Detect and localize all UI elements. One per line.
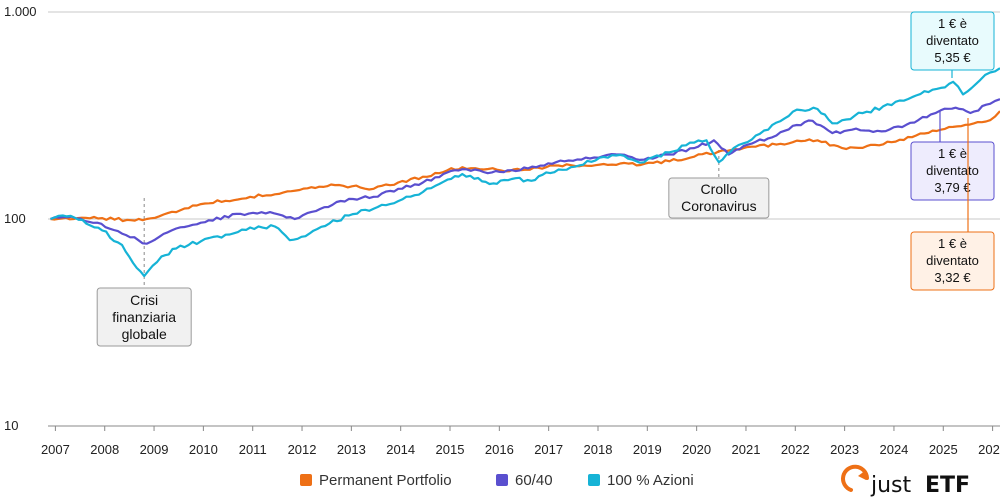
x-tick-label: 2026 xyxy=(978,442,1000,457)
end-value-text: 3,79 € xyxy=(934,180,971,195)
legend-label: 100 % Azioni xyxy=(607,472,694,489)
series-line-permanent-portfolio xyxy=(50,110,1000,223)
x-tick-label: 2019 xyxy=(633,442,662,457)
annotation-text: finanziaria xyxy=(112,309,176,325)
logo-text-just: just xyxy=(870,473,912,498)
end-value-text: 1 € è xyxy=(938,146,967,161)
series-line-60-40 xyxy=(50,98,1000,245)
legend-swatch xyxy=(496,474,508,486)
end-value-callout xyxy=(910,11,995,71)
y-tick-label: 10 xyxy=(4,418,18,433)
x-tick-label: 2009 xyxy=(140,442,169,457)
end-value-text: diventato xyxy=(926,33,979,48)
x-tick-label: 2024 xyxy=(879,442,908,457)
x-tick-label: 2020 xyxy=(682,442,711,457)
logo-arrow-icon xyxy=(858,470,866,480)
annotation-box xyxy=(96,287,192,347)
x-tick-label: 2013 xyxy=(337,442,366,457)
justetf-logo: just ETF xyxy=(841,464,970,498)
x-tick-label: 2008 xyxy=(90,442,119,457)
annotation-text: globale xyxy=(122,326,167,342)
x-tick-label: 2021 xyxy=(732,442,761,457)
x-tick-label: 2023 xyxy=(830,442,859,457)
x-tick-label: 2017 xyxy=(534,442,563,457)
x-tick-label: 2011 xyxy=(239,442,267,457)
series-line-100-azioni xyxy=(50,67,1000,278)
x-tick-label: 2016 xyxy=(485,442,514,457)
end-value-text: 1 € è xyxy=(938,236,967,251)
end-value-text: 3,32 € xyxy=(934,270,971,285)
end-value-text: 1 € è xyxy=(938,16,967,31)
end-value-text: diventato xyxy=(926,253,979,268)
end-value-text: 5,35 € xyxy=(934,50,971,65)
annotation-text: Crollo xyxy=(701,181,738,197)
legend-label: Permanent Portfolio xyxy=(319,472,452,489)
legend-label: 60/40 xyxy=(515,472,553,489)
x-tick-label: 2025 xyxy=(929,442,958,457)
annotation-box xyxy=(668,177,770,219)
x-tick-label: 2012 xyxy=(288,442,317,457)
x-tick-label: 2022 xyxy=(781,442,810,457)
end-value-callout xyxy=(910,141,995,201)
x-tick-label: 2015 xyxy=(436,442,465,457)
x-tick-label: 2010 xyxy=(189,442,218,457)
end-value-callout xyxy=(910,231,995,291)
logo-text-etf: ETF xyxy=(925,473,970,498)
annotation-text: Crisi xyxy=(130,292,158,308)
y-tick-label: 100 xyxy=(4,211,26,226)
x-tick-label: 2007 xyxy=(41,442,70,457)
x-tick-label: 2014 xyxy=(386,442,415,457)
end-value-text: diventato xyxy=(926,163,979,178)
legend-swatch xyxy=(588,474,600,486)
x-tick-label: 2018 xyxy=(584,442,613,457)
y-tick-label: 1.000 xyxy=(4,4,37,19)
legend-swatch xyxy=(300,474,312,486)
annotation-text: Coronavirus xyxy=(681,198,756,214)
